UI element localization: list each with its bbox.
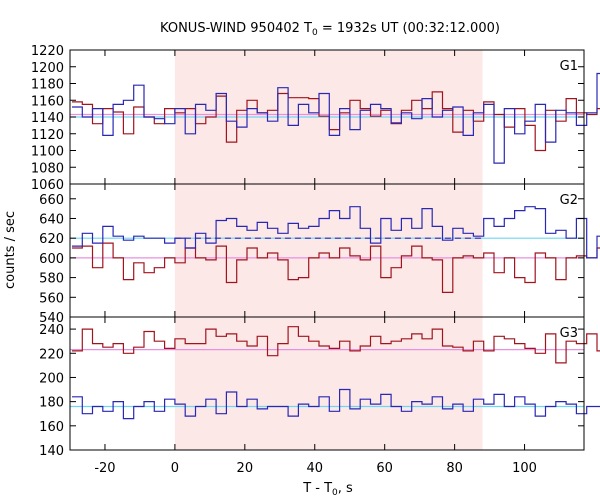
- y-tick-label: 200: [39, 371, 64, 386]
- y-tick-label: 560: [39, 291, 64, 306]
- panel-label-g2: G2: [560, 193, 578, 208]
- y-tick-label: 1220: [31, 44, 64, 59]
- y-tick-label: 1160: [31, 94, 64, 109]
- chart-title: KONUS-WIND 950402 T0 = 1932s UT (00:32:1…: [160, 21, 500, 38]
- y-tick-label: 580: [39, 272, 64, 287]
- y-tick-label: 220: [39, 347, 64, 362]
- y-tick-label: 1120: [31, 128, 64, 143]
- panel-label-g3: G3: [560, 326, 578, 341]
- x-tick-label: 40: [306, 461, 323, 476]
- series-1-2-line: [72, 72, 600, 164]
- y-tick-label: 240: [39, 323, 64, 338]
- y-tick-label: 1100: [31, 145, 64, 160]
- series-2-2-line: [72, 206, 600, 259]
- x-tick-label: 80: [446, 461, 463, 476]
- y-tick-label: 1060: [31, 178, 64, 193]
- x-tick-label: 20: [237, 461, 254, 476]
- x-tick-label: 0: [171, 461, 179, 476]
- y-tick-label: 180: [39, 396, 64, 411]
- series-3-1-line: [72, 326, 600, 364]
- panel-frame-3: [69, 316, 585, 451]
- y-axis-label: counts / sec: [3, 211, 18, 289]
- x-tick-label: 100: [512, 461, 537, 476]
- chart-title-subscript: 0: [312, 28, 318, 38]
- y-tick-label: 140: [39, 444, 64, 459]
- y-tick-label: 1080: [31, 161, 64, 176]
- x-tick-label: 60: [376, 461, 393, 476]
- panel-label-g1: G1: [560, 59, 578, 74]
- y-tick-label: 1200: [31, 61, 64, 76]
- x-axis-label-subscript: 0: [332, 488, 338, 498]
- series-3-2-line: [72, 388, 600, 420]
- y-tick-label: 640: [39, 212, 64, 227]
- y-tick-label: 660: [39, 193, 64, 208]
- y-tick-label: 160: [39, 420, 64, 435]
- x-axis-label-rest: , s: [338, 481, 353, 496]
- y-tick-label: 540: [39, 311, 64, 326]
- y-tick-label: 1180: [31, 78, 64, 93]
- y-tick-label: 600: [39, 252, 64, 267]
- y-tick-label: 620: [39, 232, 64, 247]
- y-tick-label: 1140: [31, 111, 64, 126]
- chart-title-rest: = 1932s UT (00:32:12.000): [318, 21, 500, 36]
- x-tick-label: -20: [94, 461, 115, 476]
- x-axis-label: T - T0, s: [302, 481, 353, 498]
- plot-panels: 106010801100112011401160118012001220G154…: [31, 44, 600, 476]
